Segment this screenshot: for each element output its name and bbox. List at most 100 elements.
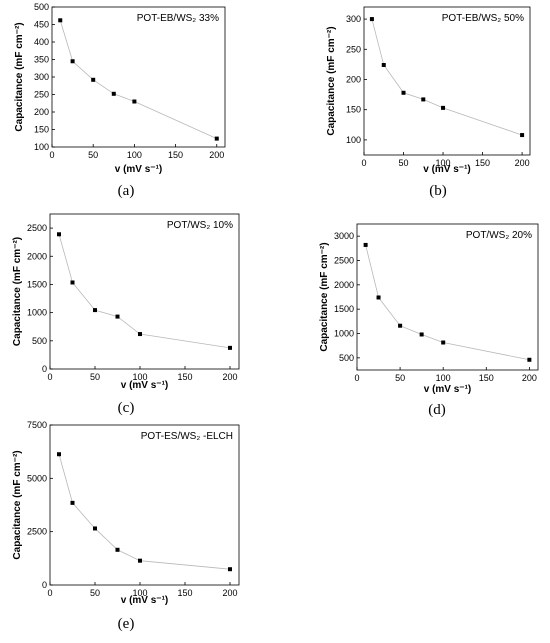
x-tick-label: 0: [47, 372, 52, 382]
plot-frame: [363, 6, 531, 156]
x-tick-label: 200: [222, 372, 237, 382]
x-tick-label: 100: [132, 588, 147, 598]
y-tick-label: 5000: [27, 473, 47, 483]
x-tick-label: 50: [90, 588, 100, 598]
data-point: [70, 500, 75, 505]
data-point: [363, 242, 368, 247]
data-point: [401, 90, 406, 95]
data-point: [58, 18, 63, 23]
panel-caption: (d): [428, 402, 446, 418]
y-tick-label: 500: [34, 2, 49, 12]
data-point: [115, 314, 120, 319]
y-tick-label: 250: [346, 44, 361, 54]
x-tick-label: 0: [361, 158, 366, 168]
x-tick-label: 150: [168, 150, 183, 160]
y-tick-label: 0: [42, 364, 47, 374]
data-point: [376, 295, 381, 300]
series-line: [371, 18, 523, 136]
x-tick-label: 50: [395, 373, 405, 383]
plot-frame: [49, 424, 240, 586]
data-point: [441, 340, 446, 345]
data-point: [398, 323, 403, 328]
y-tick-label: 3000: [334, 231, 354, 241]
y-tick-label: 2500: [334, 256, 354, 266]
y-tick-label: 300: [34, 72, 49, 82]
y-tick-label: 2500: [27, 223, 47, 233]
y-tick-label: 450: [34, 20, 49, 30]
data-point: [419, 332, 424, 337]
y-tick-label: 1000: [27, 308, 47, 318]
x-tick-label: 150: [475, 158, 490, 168]
data-point: [70, 59, 75, 64]
y-tick-label: 500: [32, 336, 47, 346]
data-point: [111, 91, 116, 96]
y-tick-label: 1000: [334, 329, 354, 339]
x-tick-label: 100: [132, 372, 147, 382]
y-tick-label: 350: [34, 55, 49, 65]
y-tick-label: 2500: [27, 527, 47, 537]
series-line: [58, 454, 231, 570]
data-point: [57, 232, 61, 237]
y-tick-label: 100: [34, 142, 49, 152]
x-axis-label: v (mV s⁻¹): [115, 164, 163, 175]
data-point: [93, 526, 97, 531]
x-tick-label: 150: [177, 372, 192, 382]
y-axis-label: Capacitance (mF cm⁻²): [319, 242, 330, 351]
x-tick-label: 50: [90, 372, 100, 382]
x-tick-label: 200: [522, 373, 537, 383]
plot-frame: [51, 6, 226, 148]
y-tick-label: 1500: [334, 304, 354, 314]
panel-caption: (a): [118, 183, 135, 199]
panel-annotation: POT/WS₂ 10%: [167, 220, 233, 231]
panel-annotation: POT/WS₂ 20%: [466, 230, 532, 241]
data-point: [138, 332, 142, 337]
panel-caption: (e): [118, 616, 135, 632]
x-tick-label: 0: [47, 588, 52, 598]
x-axis-label: v (mV s⁻¹): [424, 384, 472, 395]
x-tick-label: 200: [515, 158, 530, 168]
x-tick-label: 200: [222, 588, 237, 598]
y-tick-label: 400: [34, 37, 49, 47]
data-point: [527, 357, 532, 362]
x-tick-label: 150: [479, 373, 494, 383]
x-axis-label: v (mV s⁻¹): [121, 380, 169, 391]
y-tick-label: 7500: [27, 420, 47, 430]
y-axis-label: Capacitance (mF cm⁻²): [14, 22, 25, 131]
data-point: [115, 547, 120, 552]
y-tick-label: 150: [346, 105, 361, 115]
data-point: [369, 17, 374, 22]
data-point: [57, 452, 61, 457]
data-point: [138, 558, 142, 563]
y-axis-label: Capacitance (mF cm⁻²): [12, 450, 23, 559]
data-point: [70, 280, 75, 285]
plot-frame: [49, 213, 240, 370]
x-tick-label: 0: [49, 150, 54, 160]
series-line: [59, 20, 217, 139]
data-point: [132, 99, 137, 104]
y-axis-label: Capacitance (mF cm⁻²): [326, 26, 337, 135]
x-axis-label: v (mV s⁻¹): [423, 164, 471, 175]
data-point: [228, 345, 232, 350]
data-point: [214, 136, 219, 141]
y-axis-label: Capacitance (mF cm⁻²): [12, 237, 23, 346]
data-point: [381, 62, 386, 67]
y-tick-label: 0: [42, 580, 47, 590]
panel-annotation: POT-ES/WS₂ -ELCH: [141, 431, 233, 442]
x-tick-label: 200: [209, 150, 224, 160]
y-tick-label: 200: [34, 107, 49, 117]
y-tick-label: 2000: [334, 280, 354, 290]
x-tick-label: 0: [354, 373, 359, 383]
y-tick-label: 100: [346, 135, 361, 145]
x-tick-label: 100: [436, 158, 451, 168]
series-line: [365, 244, 530, 361]
y-tick-label: 300: [346, 14, 361, 24]
data-point: [91, 77, 96, 82]
y-tick-label: 500: [339, 353, 354, 363]
panel-caption: (c): [118, 400, 135, 416]
x-tick-label: 50: [399, 158, 409, 168]
chart-panel: 0 50 100 150 200 500 1000 1500 2000 2500 3000 POT/W…: [319, 223, 539, 418]
x-tick-label: 100: [127, 150, 142, 160]
x-tick-label: 100: [436, 373, 451, 383]
